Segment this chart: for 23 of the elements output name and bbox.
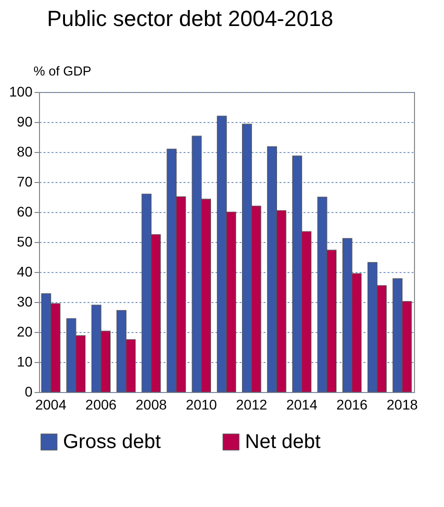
chart-title: Public sector debt 2004-2018	[47, 6, 334, 31]
y-tick-label: 60	[16, 204, 33, 220]
x-tick-label: 2008	[136, 396, 167, 412]
y-tick-label: 90	[16, 114, 33, 130]
legend-label: Gross debt	[63, 431, 162, 453]
y-tick-label: 40	[16, 264, 33, 280]
y-axis-title: % of GDP	[34, 64, 92, 78]
y-tick-label: 0	[24, 384, 33, 400]
x-tick-label: 2014	[286, 396, 318, 412]
x-tick-label: 2018	[386, 396, 418, 412]
y-tick-label: 30	[16, 294, 33, 310]
y-tick-label: 100	[9, 84, 33, 100]
x-tick-label: 2010	[186, 396, 218, 412]
x-tick-label: 2006	[85, 396, 117, 412]
y-tick-label: 10	[16, 354, 33, 370]
y-tick-label: 50	[16, 234, 33, 250]
y-tick-label: 20	[16, 324, 33, 340]
x-tick-label: 2004	[35, 396, 67, 412]
x-tick-label: 2016	[336, 396, 368, 412]
legend-label: Net debt	[245, 431, 322, 453]
y-tick-label: 80	[16, 144, 33, 160]
y-tick-label: 70	[16, 174, 33, 190]
x-tick-label: 2012	[236, 396, 268, 412]
